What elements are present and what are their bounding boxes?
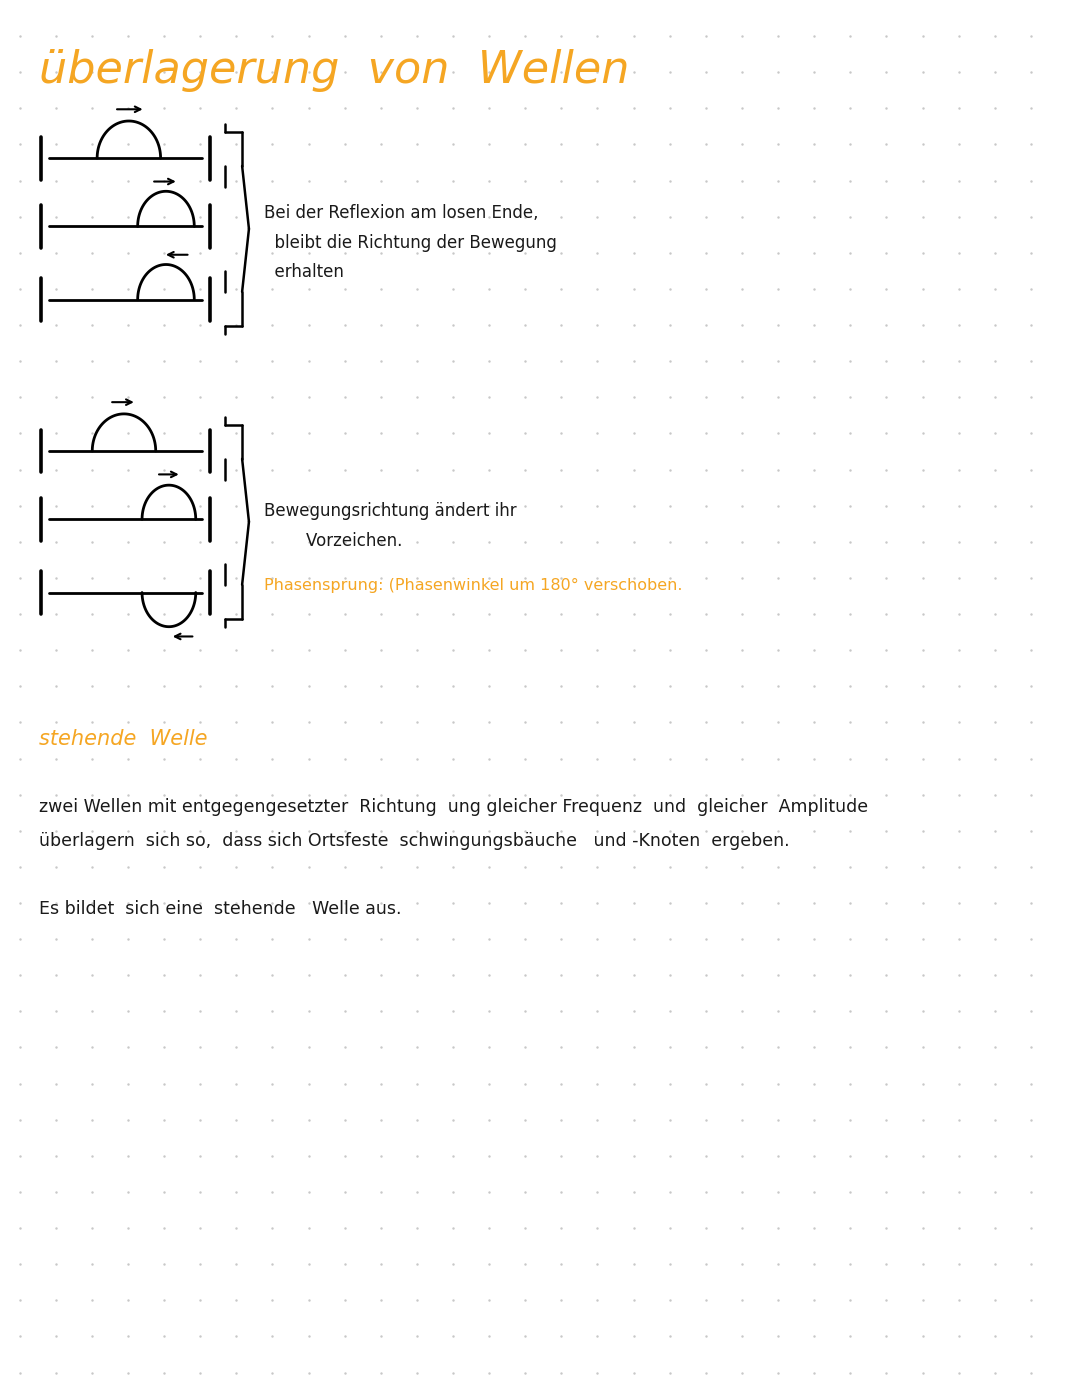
Text: erhalten: erhalten [264, 263, 343, 282]
Text: stehende  Welle: stehende Welle [39, 729, 207, 749]
Text: Es bildet  sich eine  stehende   Welle aus.: Es bildet sich eine stehende Welle aus. [39, 901, 402, 919]
Text: zwei Wellen mit entgegengesetzter  Richtung  ung gleicher Frequenz  und  gleiche: zwei Wellen mit entgegengesetzter Richtu… [39, 797, 868, 815]
Text: überlagern  sich so,  dass sich Ortsfeste  schwingungsbäuche   und -Knoten  erge: überlagern sich so, dass sich Ortsfeste … [39, 832, 789, 850]
Text: Bewegungsrichtung ändert ihr: Bewegungsrichtung ändert ihr [264, 502, 516, 520]
Text: überlagerung  von  Wellen: überlagerung von Wellen [39, 49, 630, 92]
Text: bleibt die Richtung der Bewegung: bleibt die Richtung der Bewegung [264, 234, 556, 252]
Text: Bei der Reflexion am losen Ende,: Bei der Reflexion am losen Ende, [264, 205, 538, 223]
Text: Phasensprung: (Phasenwinkel um 180° verschoben.: Phasensprung: (Phasenwinkel um 180° vers… [264, 579, 683, 592]
Text: Vorzeichen.: Vorzeichen. [264, 531, 402, 549]
